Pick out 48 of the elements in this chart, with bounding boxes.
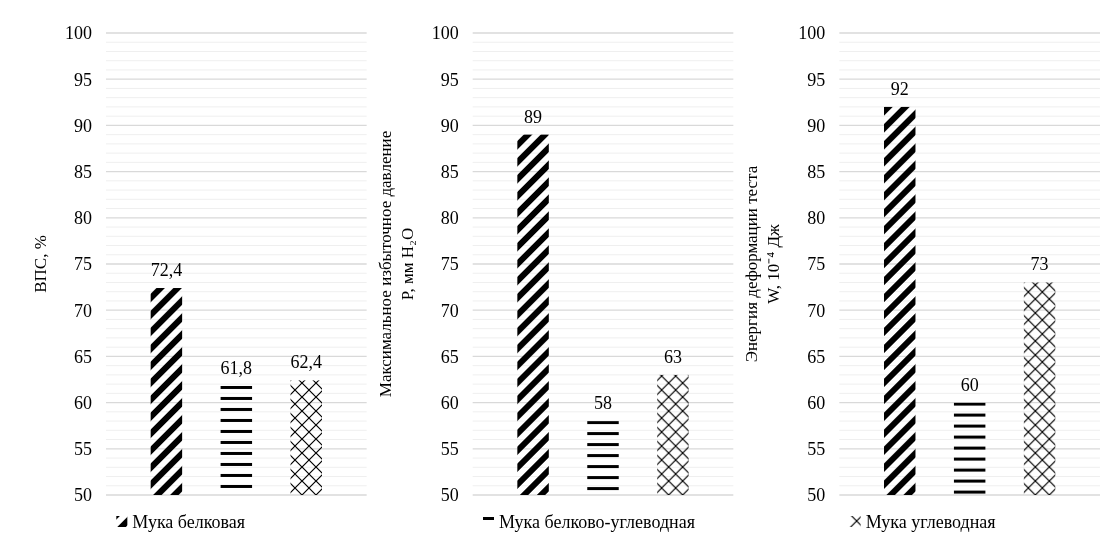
data-label: 62,4 [290,352,323,373]
y-tick-label: 80 [807,208,826,229]
y-tick-label: 55 [74,439,92,460]
y-tick-label: 50 [807,485,826,506]
y-tick-label: 80 [440,208,459,229]
y-tick-label: 75 [807,254,826,275]
y-tick-label: 85 [440,161,459,182]
y-tick-label: 100 [431,23,459,44]
y-tick-label: 100 [65,23,92,44]
series-label: Мука белково-углеводная [499,512,695,532]
y-tick-label: 95 [440,69,459,90]
y-tick-label: 70 [807,300,826,321]
y-tick-label: 90 [440,115,459,136]
y-tick-label: 75 [74,254,92,275]
y-tick-label: 90 [807,115,826,136]
y-tick-label: 55 [440,439,459,460]
y-tick-label: 75 [440,254,459,275]
y-tick-label: 80 [74,208,92,229]
y-tick-label: 60 [807,392,826,413]
y-tick-label: 60 [74,392,92,413]
y-tick-label: 95 [74,69,92,90]
y-tick-label: 85 [74,161,92,182]
data-label: 58 [594,393,612,414]
data-label: 60 [960,374,979,395]
series-label: Мука белковая [132,512,246,532]
y-tick-label: 70 [74,300,92,321]
data-label: 92 [890,78,909,99]
data-label: 63 [663,346,682,367]
data-label: 72,4 [150,260,183,281]
y-tick-label: 65 [74,346,92,367]
y-tick-label: 55 [807,439,826,460]
data-label: 89 [524,106,543,127]
y-tick-label: 90 [74,115,92,136]
y-axis-title: Энергия деформации теста W, 10⁻⁴ Дж [742,165,784,363]
y-tick-label: 50 [440,485,459,506]
data-label: 61,8 [220,357,253,378]
y-tick-label: 95 [807,69,826,90]
y-tick-label: 65 [440,346,459,367]
y-tick-label: 70 [440,300,459,321]
y-tick-label: 65 [807,346,826,367]
y-tick-label: 100 [798,23,826,44]
y-tick-label: 60 [440,392,459,413]
y-axis-title: Максимальное избыточное давление P, мм H₂O [375,130,417,398]
y-tick-label: 85 [807,161,826,182]
y-tick-label: 50 [74,485,92,506]
data-label: 73 [1030,254,1049,275]
y-axis-title: ВПС, % [31,235,50,293]
series-label: Мука углеводная [865,512,996,532]
